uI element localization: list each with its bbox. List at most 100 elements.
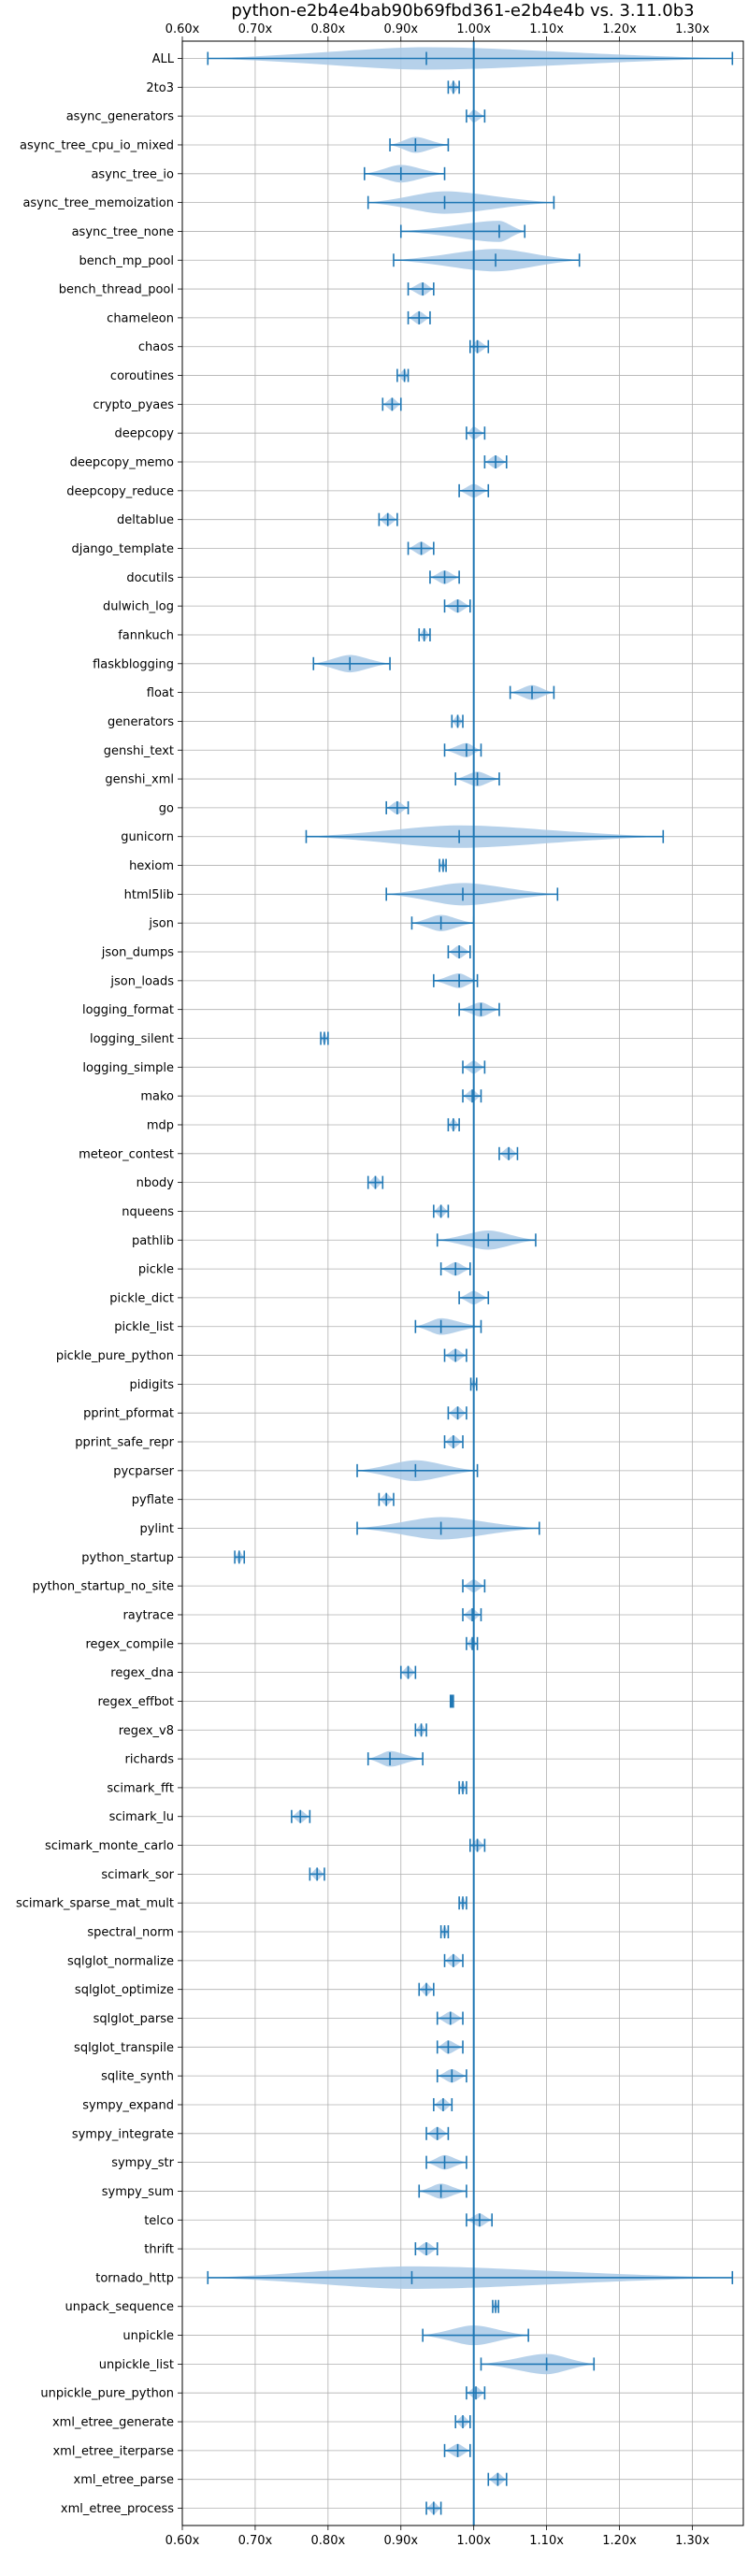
benchmark-label: python_startup xyxy=(81,1551,174,1565)
benchmark-label: nqueens xyxy=(122,1205,174,1219)
x-tick-label-top: 1.30x xyxy=(675,22,710,36)
benchmark-label: gunicorn xyxy=(121,830,174,844)
benchmark-label: crypto_pyaes xyxy=(93,398,174,412)
benchmark-label: scimark_sor xyxy=(101,1868,174,1882)
benchmark-label: xml_etree_parse xyxy=(74,2473,174,2487)
benchmark-label: chaos xyxy=(138,340,174,354)
benchmark-label: pickle_list xyxy=(114,1320,174,1334)
benchmark-label: unpickle xyxy=(122,2329,174,2343)
benchmark-label: meteor_contest xyxy=(79,1147,174,1161)
benchmark-label: pycparser xyxy=(113,1464,174,1478)
x-tick-label-top: 0.80x xyxy=(311,22,346,36)
benchmark-label: richards xyxy=(125,1753,175,1767)
benchmark-label: json_loads xyxy=(109,974,174,988)
x-tick-label-bottom: 0.70x xyxy=(238,2534,273,2548)
x-tick-label-bottom: 0.60x xyxy=(165,2534,200,2548)
benchmark-label: go xyxy=(159,801,174,815)
benchmark-label: json_dumps xyxy=(101,946,174,960)
benchmark-label: pylint xyxy=(139,1522,174,1536)
benchmark-label: deepcopy_reduce xyxy=(66,484,174,498)
benchmark-label: telco xyxy=(144,2214,174,2228)
benchmark-label: mako xyxy=(140,1090,174,1104)
benchmark-label: dulwich_log xyxy=(103,600,174,614)
benchmark-label: flaskblogging xyxy=(93,657,174,671)
x-tick-label-top: 1.10x xyxy=(529,22,564,36)
benchmark-label: sqlglot_optimize xyxy=(75,1983,174,1997)
benchmark-label: pprint_safe_repr xyxy=(75,1436,174,1450)
benchmark-label: django_template xyxy=(72,542,174,556)
x-tick-label-top: 1.20x xyxy=(602,22,637,36)
benchmark-label: spectral_norm xyxy=(87,1926,174,1940)
benchmark-label: coroutines xyxy=(110,369,174,383)
benchmark-label: logging_simple xyxy=(82,1061,174,1075)
benchmark-label: pickle xyxy=(138,1263,174,1277)
axis-layer: 0.60x 0.60x 0.70x 0.70x 0.80x 0.80x 0.90x 0.90x… xyxy=(16,22,710,2548)
benchmark-label: genshi_text xyxy=(104,744,174,758)
benchmark-label: regex_effbot xyxy=(97,1695,174,1709)
benchmark-label: async_tree_io xyxy=(91,167,174,181)
benchmark-label: sympy_integrate xyxy=(72,2127,174,2141)
benchmark-label: async_tree_none xyxy=(72,225,174,239)
x-tick-label-top: 0.60x xyxy=(165,22,200,36)
x-tick-label-bottom: 0.90x xyxy=(383,2534,418,2548)
benchmark-label: pickle_dict xyxy=(109,1291,174,1305)
benchmark-label: pprint_pformat xyxy=(83,1407,174,1421)
benchmark-label: sympy_str xyxy=(111,2156,174,2170)
benchmark-label: docutils xyxy=(126,571,174,585)
benchmark-label: python_startup_no_site xyxy=(33,1580,174,1594)
benchmark-label: scimark_fft xyxy=(107,1781,174,1795)
benchmark-label: xml_etree_iterparse xyxy=(52,2444,174,2458)
x-tick-label-bottom: 1.20x xyxy=(602,2534,637,2548)
benchmark-label: logging_silent xyxy=(90,1032,174,1046)
violin-layer xyxy=(207,41,734,2526)
benchmark-label: genshi_xml xyxy=(105,773,174,787)
benchmark-label: async_tree_memoization xyxy=(22,196,174,210)
benchmark-label: sqlglot_normalize xyxy=(67,1954,174,1968)
benchmark-label: pickle_pure_python xyxy=(56,1349,174,1363)
benchmark-label: async_tree_cpu_io_mixed xyxy=(20,138,174,152)
benchmark-label: sympy_sum xyxy=(102,2185,174,2199)
benchmark-label: scimark_lu xyxy=(109,1810,174,1824)
x-tick-label-bottom: 1.30x xyxy=(675,2534,710,2548)
benchmark-label: regex_compile xyxy=(85,1637,174,1651)
benchmark-label: fannkuch xyxy=(118,628,174,642)
benchmark-label: deepcopy xyxy=(114,427,174,441)
x-tick-label-top: 1.00x xyxy=(456,22,491,36)
benchmark-label: tornado_http xyxy=(95,2271,174,2285)
benchmark-label: scimark_monte_carlo xyxy=(45,1839,174,1853)
benchmark-label: pyflate xyxy=(132,1493,174,1507)
benchmark-label: bench_thread_pool xyxy=(59,283,174,297)
x-tick-label-bottom: 0.80x xyxy=(311,2534,346,2548)
benchmark-label: deltablue xyxy=(117,513,174,527)
x-tick-label-top: 0.90x xyxy=(383,22,418,36)
benchmark-label: sqlglot_transpile xyxy=(74,2041,174,2055)
plot-frame xyxy=(181,40,744,2526)
benchmark-label: xml_etree_process xyxy=(61,2502,174,2516)
chart-title: python-e2b4e4bab90b69fbd361-e2b4e4b vs. … xyxy=(231,1,694,21)
x-tick-label-bottom: 1.00x xyxy=(456,2534,491,2548)
benchmark-label: unpack_sequence xyxy=(65,2300,174,2314)
benchmark-label: generators xyxy=(108,715,174,729)
benchmark-label: scimark_sparse_mat_mult xyxy=(16,1897,174,1911)
benchmark-label: sqlglot_parse xyxy=(94,2012,174,2026)
x-tick-label-top: 0.70x xyxy=(238,22,273,36)
benchmark-label: regex_v8 xyxy=(119,1724,174,1738)
benchmark-label: xml_etree_generate xyxy=(52,2416,174,2430)
benchmark-label: mdp xyxy=(147,1118,174,1132)
x-tick-label-bottom: 1.10x xyxy=(529,2534,564,2548)
benchmark-label: raytrace xyxy=(122,1608,174,1622)
benchmark-label: unpickle_list xyxy=(99,2358,174,2372)
benchmark-label: nbody xyxy=(137,1176,175,1190)
benchmark-label: float xyxy=(147,686,174,700)
benchmark-label: async_generators xyxy=(66,110,175,124)
benchmark-label: chameleon xyxy=(107,311,174,325)
benchmark-label: hexiom xyxy=(129,859,174,873)
grid-layer xyxy=(181,41,743,2526)
benchmark-label: logging_format xyxy=(82,1003,174,1017)
benchmark-label: html5lib xyxy=(124,888,174,902)
benchmark-label: pathlib xyxy=(132,1234,174,1248)
benchmark-label: unpickle_pure_python xyxy=(40,2387,174,2401)
benchmark-label: sympy_expand xyxy=(82,2098,174,2112)
benchmark-label: thrift xyxy=(144,2243,174,2257)
